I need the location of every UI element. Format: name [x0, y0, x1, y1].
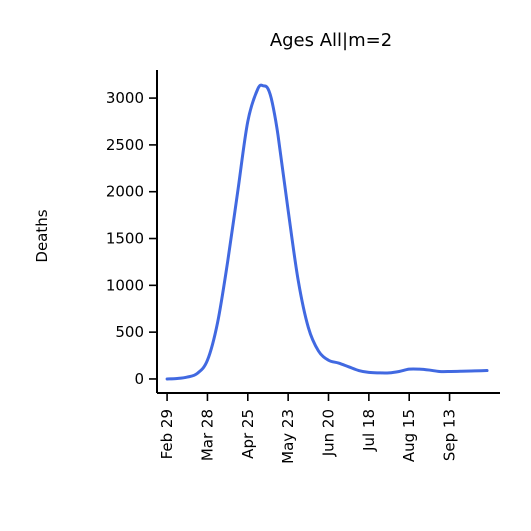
chart-title: Ages All|m=2	[270, 30, 392, 51]
x-tick-label: Jul 18	[360, 409, 378, 452]
y-tick-label: 2000	[106, 183, 144, 201]
x-tick-label: Sep 13	[441, 409, 459, 461]
y-tick-label: 500	[115, 323, 144, 341]
y-axis-label: Deaths	[33, 209, 51, 262]
x-tick-label: May 23	[279, 409, 297, 464]
series-line-0	[165, 83, 489, 381]
x-tick-label: Jun 20	[320, 409, 338, 457]
y-tick-label: 1000	[106, 276, 144, 294]
plot-area: 0 500 1000 1500 2000 2500 3000 Feb 29 Mar 28 Apr …	[106, 70, 500, 464]
y-tick-label: 1500	[106, 230, 144, 248]
x-tick-label: Mar 28	[198, 409, 216, 461]
y-tick-label: 2500	[106, 136, 144, 154]
x-tick-label: Apr 25	[239, 409, 257, 459]
y-tick-label: 3000	[106, 89, 144, 107]
y-tick-label: 0	[134, 370, 144, 388]
x-tick-label: Aug 15	[400, 409, 418, 462]
x-tick-label: Feb 29	[158, 409, 176, 459]
